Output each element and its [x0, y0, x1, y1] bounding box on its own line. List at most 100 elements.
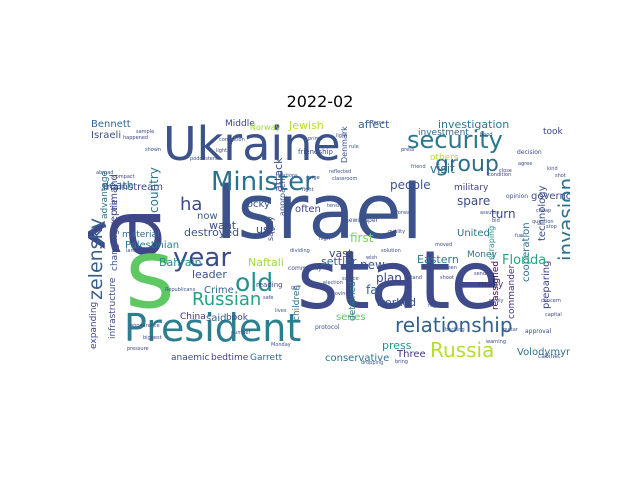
word-visit: visit	[430, 162, 455, 176]
word-new: new	[360, 258, 385, 272]
word-condition: condition	[488, 172, 512, 178]
word-gulf: gulf	[291, 285, 301, 291]
word-relations: relations	[276, 173, 298, 179]
word-kind: kind	[547, 166, 558, 172]
word-shoot: shoot	[440, 275, 454, 281]
word-reflected: reflected	[329, 169, 352, 175]
word-quality: quality	[388, 229, 406, 235]
word-bedtime: bedtime	[211, 353, 249, 363]
word-destroyed: destroyed	[184, 226, 240, 239]
word-cloud: Israel state Ukraine â s President Minister sec…	[85, 116, 570, 366]
word-changing: changing	[110, 229, 120, 271]
word-ukraine: Ukraine	[163, 117, 341, 171]
word-warning: warning	[486, 339, 507, 345]
word-fuel: fuel	[515, 233, 525, 239]
word-sample: sample	[136, 129, 155, 135]
word-shot: shot	[555, 173, 566, 179]
word-palestinian: Palestinian	[125, 240, 180, 251]
word-moved: moved	[435, 242, 453, 248]
word-compact: compact	[113, 174, 135, 180]
word-protocol: protocol	[315, 324, 340, 331]
word-affect: affect	[358, 118, 390, 131]
word-tie: tie	[110, 199, 120, 211]
word-garrett: Garrett	[250, 353, 283, 363]
word-leader: leader	[192, 268, 227, 281]
word-many: many	[478, 280, 504, 290]
word-jewish: Jewish	[289, 119, 324, 132]
word-florida: Florida	[502, 253, 547, 268]
word-bennett: Bennett	[91, 119, 131, 130]
word-worked: worked	[376, 296, 416, 309]
word-classroom: classroom	[332, 176, 358, 182]
word-people: people	[390, 178, 431, 192]
word-old: old	[235, 268, 274, 297]
word-mainstream: mainstream	[103, 182, 164, 193]
word-conservative: conservative	[325, 353, 390, 364]
word-now: now	[197, 211, 218, 222]
word-israeli: Israeli	[91, 130, 122, 141]
word-republicans: Republicans	[165, 287, 196, 293]
word-fight: fight	[302, 187, 314, 193]
word-death: death	[102, 179, 134, 192]
word-president: President	[124, 306, 302, 350]
word-dividing: dividing	[290, 248, 310, 254]
word-far: far	[366, 283, 383, 297]
word-moving: moving	[330, 291, 349, 297]
word-minister: Minister	[211, 167, 315, 197]
word-light: light	[336, 133, 348, 139]
word-community: community	[288, 265, 322, 272]
word-shown: shown	[145, 147, 162, 153]
word-investment: investment	[418, 128, 469, 138]
word-agree: agree	[518, 161, 533, 167]
word-approval: approval	[525, 328, 552, 335]
word-often: often	[295, 204, 321, 215]
word-podcasters: podcasters	[190, 156, 218, 162]
word-corruption: corruption	[219, 137, 245, 143]
word-decision: decision	[517, 149, 542, 156]
word-norway: Norway	[250, 123, 281, 132]
word-lives: lives	[275, 308, 287, 314]
word-spare: spare	[457, 194, 491, 208]
word-happened: happened	[123, 135, 149, 141]
word-cheap: cheap	[536, 208, 552, 214]
chart-title: 2022-02	[286, 92, 354, 111]
word-appearance: appearance	[130, 323, 160, 329]
word-pressure: pressure	[127, 346, 149, 352]
word-united: United	[457, 228, 490, 239]
word-middle: Middle	[225, 119, 255, 129]
word-vast: vast	[329, 247, 353, 260]
word-biggest: biggest	[143, 335, 162, 341]
word-russia: Russia	[430, 338, 495, 362]
word-stop: stop	[546, 224, 557, 230]
word-money: Money	[467, 250, 497, 260]
word-three: Three	[397, 349, 426, 360]
word-detained: detained	[348, 281, 358, 321]
word-anaemic: anaemic	[171, 353, 210, 363]
word-bahrain: Bahrain	[159, 256, 202, 269]
word-rarely: rarely	[489, 298, 504, 304]
word-stand: stand	[408, 275, 422, 281]
word-dropping: dropping	[361, 360, 384, 366]
word-eastern: Eastern	[417, 253, 459, 266]
word-cabinet: cabinet	[538, 353, 561, 360]
word-backing: backing	[445, 327, 465, 333]
word-sending: sending	[474, 271, 494, 277]
word-lights: lights	[216, 148, 230, 154]
word-monday: Monday	[271, 342, 291, 348]
word-concern: concern	[541, 298, 561, 304]
word-want: want	[209, 219, 237, 232]
word-region: region	[428, 303, 444, 309]
word-infrastructure: infrastructure	[108, 277, 118, 339]
word-capital: capital	[545, 312, 562, 318]
word-volodymyr: Volodymyr	[517, 347, 570, 358]
word-question: question	[532, 219, 554, 225]
word-guitar: guitar	[503, 327, 518, 333]
word-others: others	[430, 153, 459, 163]
word-expanding: expanding	[89, 301, 99, 349]
word-book: book	[226, 313, 248, 323]
word-solution: solution	[381, 248, 401, 254]
word-large: large	[307, 175, 320, 181]
word-approach: approach	[278, 178, 287, 216]
word-security: security	[407, 126, 503, 154]
word-rocky: rocky	[243, 199, 270, 210]
